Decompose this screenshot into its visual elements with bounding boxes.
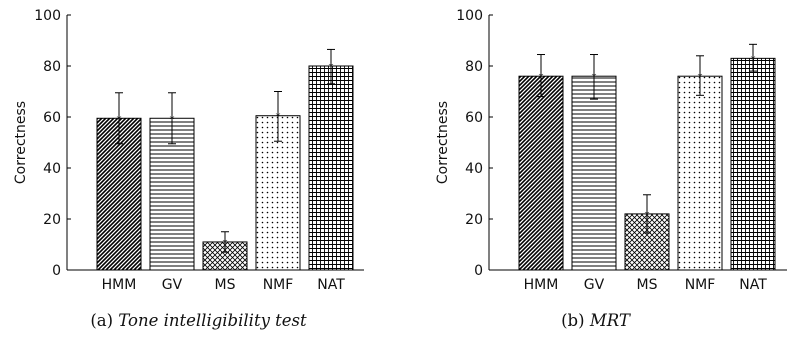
y-axis-label: Correctness <box>435 101 451 184</box>
panel-b: 0 20 40 60 80 100 Correctness * HMM * GV * MS * NMF * NA… <box>397 0 794 343</box>
mean-marker: * <box>276 112 281 123</box>
mean-marker: * <box>223 238 228 249</box>
panel-a: 0 20 40 60 80 100 Correctness * HMM * GV * MS * NMF * NA… <box>0 8 397 330</box>
x-tick-label: MS <box>637 277 658 293</box>
mean-marker: * <box>645 210 650 221</box>
y-tick-label: 60 <box>43 110 61 126</box>
mean-marker: * <box>751 54 756 65</box>
caption-b-title: MRT <box>589 311 630 330</box>
y-tick-label: 20 <box>43 212 61 228</box>
x-tick-label: NMF <box>263 277 294 293</box>
x-tick-label: HMM <box>102 277 137 293</box>
mean-marker: * <box>117 114 122 125</box>
y-tick-label: 0 <box>474 263 483 279</box>
y-tick-label: 80 <box>465 59 483 75</box>
y-axis-label: Correctness <box>13 101 29 184</box>
mean-marker: * <box>329 62 334 73</box>
x-tick-label: NAT <box>317 277 345 293</box>
caption-a: (a) Tone intelligibility test <box>0 311 397 330</box>
caption-a-title: Tone intelligibility test <box>118 311 307 330</box>
bar-nmf <box>677 75 723 271</box>
y-tick-label: 100 <box>34 8 61 24</box>
bar-nat <box>730 57 776 271</box>
y-tick-label: 0 <box>52 263 61 279</box>
bar-nat <box>308 65 354 271</box>
x-tick-label: NAT <box>739 277 767 293</box>
chart-b: 0 20 40 60 80 100 Correctness * HMM * GV * MS * NMF * NA… <box>435 8 787 293</box>
mean-marker: * <box>170 114 175 125</box>
caption-b-label: (b) <box>561 311 585 330</box>
mean-marker: * <box>698 72 703 83</box>
caption-b: (b) MRT <box>397 311 794 330</box>
chart-a: 0 20 40 60 80 100 Correctness * HMM * GV * MS * NMF * NA… <box>13 8 364 293</box>
y-tick-label: 20 <box>465 212 483 228</box>
mean-marker: * <box>539 72 544 83</box>
mean-marker: * <box>592 72 597 83</box>
x-tick-label: GV <box>584 277 605 293</box>
x-tick-label: GV <box>162 277 183 293</box>
bar-hmm <box>518 75 564 271</box>
y-tick-label: 80 <box>43 59 61 75</box>
caption-a-label: (a) <box>90 311 114 330</box>
y-tick-label: 40 <box>465 161 483 177</box>
bar-gv <box>571 75 617 271</box>
x-tick-label: NMF <box>685 277 716 293</box>
bar-ms <box>202 241 248 271</box>
y-tick-label: 60 <box>465 110 483 126</box>
x-tick-label: HMM <box>524 277 559 293</box>
x-tick-label: MS <box>215 277 236 293</box>
y-tick-label: 40 <box>43 161 61 177</box>
y-tick-label: 100 <box>456 8 483 24</box>
